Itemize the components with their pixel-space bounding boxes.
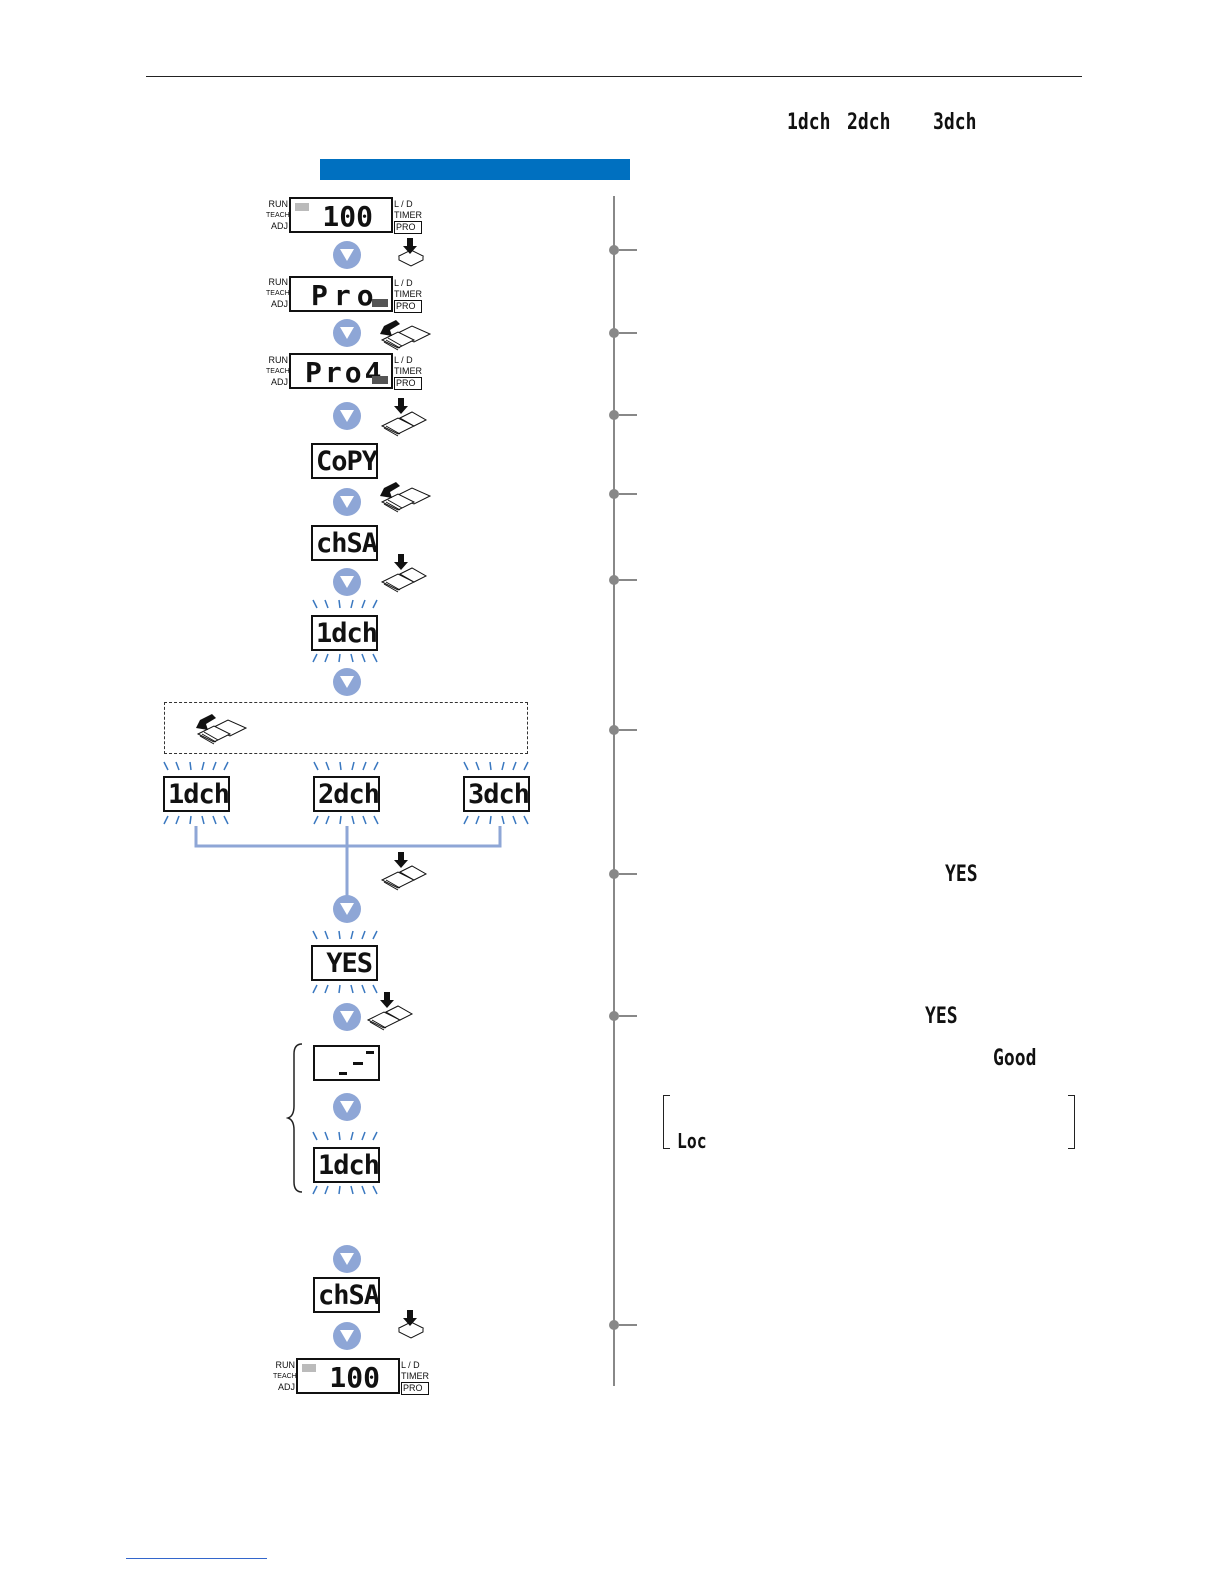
yes-display: YES [311, 945, 378, 981]
chsa-display: chSA [311, 525, 378, 561]
push-button-icon [397, 238, 425, 267]
down-arrow-icon [333, 402, 361, 430]
timeline-node [609, 869, 619, 879]
press-button-icon [380, 398, 428, 437]
code-yes-2: YES [925, 1004, 958, 1029]
blink-icon [312, 599, 378, 663]
note-bracket-left [663, 1095, 670, 1149]
down-arrow-icon [333, 568, 361, 596]
press-button-icon [380, 852, 428, 891]
down-arrow-icon [333, 241, 361, 269]
main-display: Pro [289, 276, 393, 312]
indicator-labels: RUN TEACH ADJ [266, 277, 290, 309]
blink-icon [163, 761, 229, 825]
timeline-node [609, 725, 619, 735]
push-button-icon [397, 1310, 425, 1339]
blink-icon [312, 1131, 378, 1195]
down-arrow-icon [333, 1245, 361, 1273]
top-code-3: 3dch [933, 110, 977, 135]
press-button-icon [366, 992, 414, 1031]
mode-labels: L / D TIMER PRO [394, 278, 422, 313]
footer-rule [126, 1558, 267, 1559]
long-press-button-icon [380, 482, 432, 513]
press-button-icon [380, 554, 428, 593]
mode-labels: L / D TIMER PRO [401, 1360, 429, 1395]
code-yes-1: YES [945, 862, 978, 887]
long-press-button-icon [380, 320, 432, 351]
mode-labels: L / D TIMER PRO [394, 355, 422, 390]
down-arrow-icon [333, 319, 361, 347]
top-code-1: 1dch [787, 110, 831, 135]
down-arrow-icon [333, 668, 361, 696]
mode-labels: L / D TIMER PRO [394, 199, 422, 234]
channel-option-1: 1dch [163, 776, 230, 812]
down-arrow-icon [333, 1093, 361, 1121]
blink-icon [463, 761, 529, 825]
channel-display: 1dch [313, 1147, 380, 1183]
indicator-labels: RUN TEACH ADJ [266, 355, 290, 387]
chsa-display: chSA [313, 1277, 380, 1313]
progress-display: - - [313, 1045, 380, 1081]
channel-option-2: 2dch [313, 776, 380, 812]
timeline-node [609, 1011, 619, 1021]
code-loc: Loc [677, 1129, 707, 1153]
note-bracket-right [1068, 1095, 1075, 1149]
down-arrow-icon [333, 1322, 361, 1350]
indicator-labels: RUN TEACH ADJ [273, 1360, 297, 1392]
header-rule [146, 76, 1082, 77]
timeline-node [609, 489, 619, 499]
long-press-button-icon [196, 714, 248, 745]
down-arrow-icon [333, 1003, 361, 1031]
timeline-line [613, 196, 615, 1386]
main-display: 100 [289, 197, 393, 233]
timeline-node [609, 575, 619, 585]
copy-display: CoPY [311, 443, 378, 479]
timeline-node [609, 328, 619, 338]
blink-icon [313, 761, 379, 825]
down-arrow-icon [333, 488, 361, 516]
code-good: Good [993, 1046, 1037, 1071]
channel-connector [194, 826, 502, 902]
selection-dashed-box [164, 702, 528, 754]
group-brace [286, 1043, 303, 1193]
timeline-node [609, 1320, 619, 1330]
blink-icon [312, 930, 378, 994]
top-code-2: 2dch [847, 110, 891, 135]
section-bar [320, 159, 630, 180]
channel-display: 1dch [311, 615, 378, 651]
down-arrow-icon [333, 895, 361, 923]
timeline-node [609, 410, 619, 420]
timeline-node [609, 245, 619, 255]
main-display: 100 [296, 1358, 400, 1394]
channel-option-3: 3dch [463, 776, 530, 812]
main-display: Pro4 [289, 353, 393, 389]
indicator-labels: RUN TEACH ADJ [266, 199, 290, 231]
